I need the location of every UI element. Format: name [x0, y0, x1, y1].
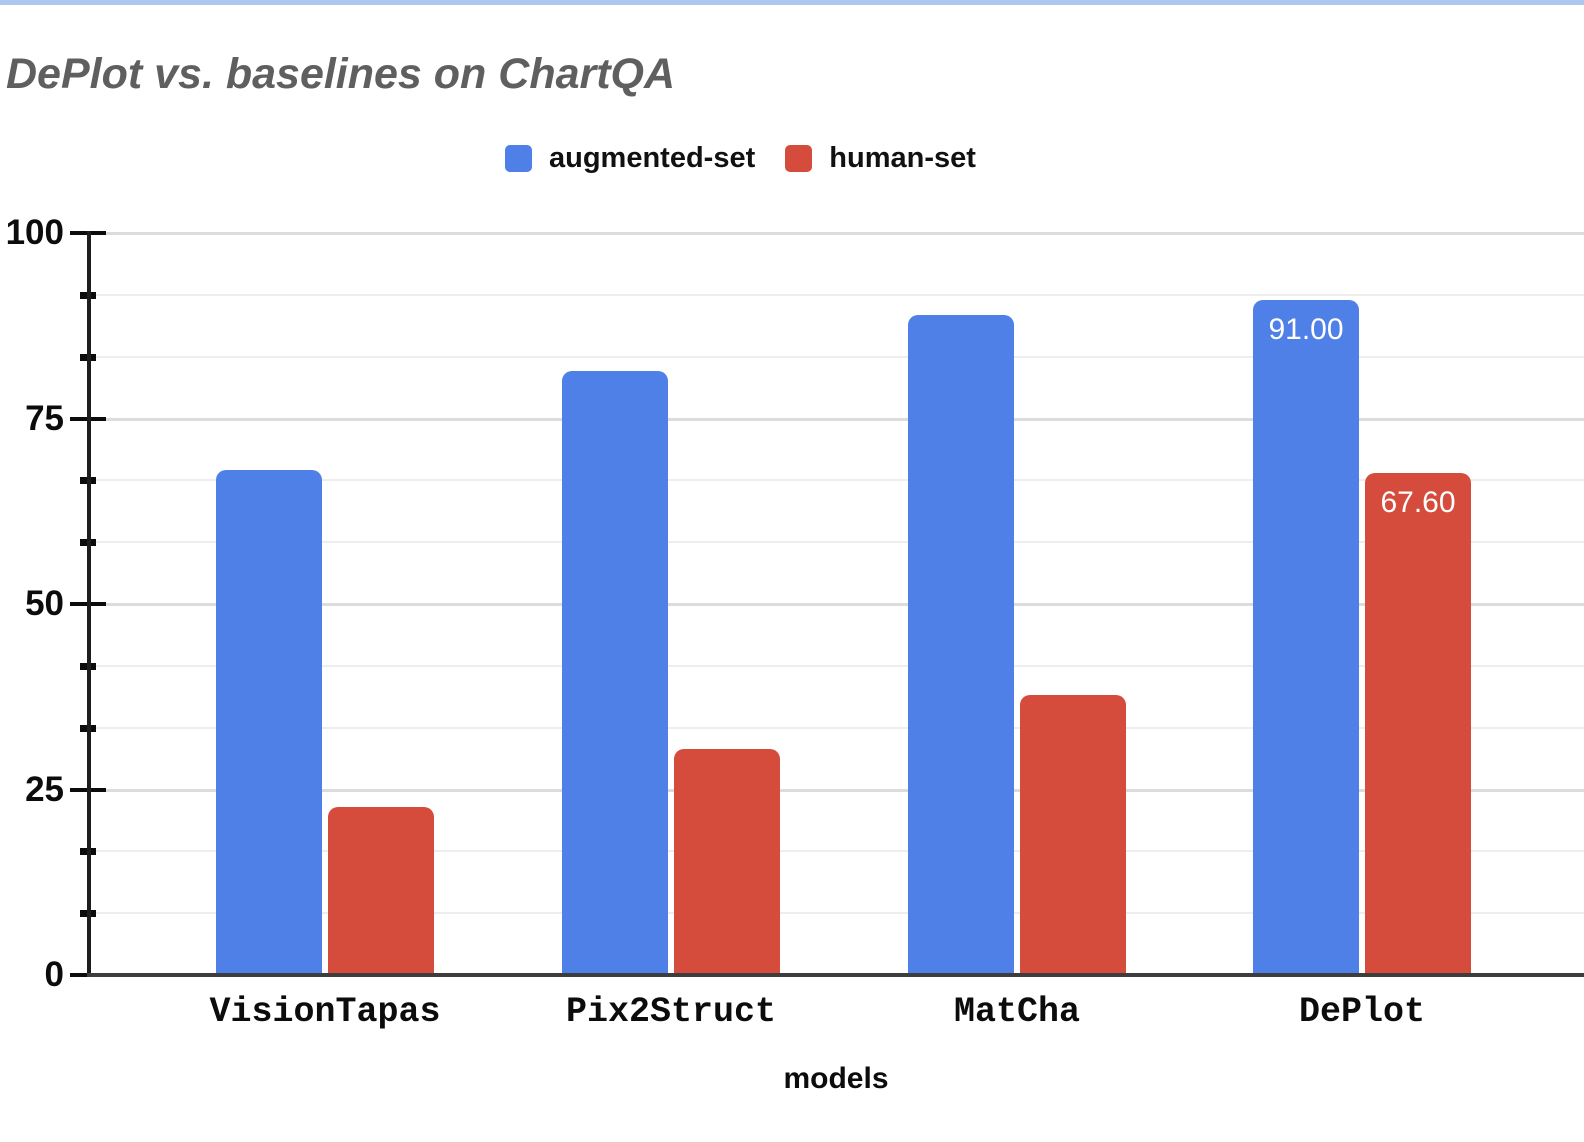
y-axis-tick-label: 25 [25, 769, 64, 809]
legend-item-augmented-set: augmented-set [505, 142, 755, 175]
chart-legend: augmented-set human-set [505, 142, 976, 175]
minor-gridline [90, 850, 1584, 853]
x-axis-category-label: DePlot [1298, 992, 1426, 1032]
major-gridline [90, 603, 1584, 606]
y-axis-tick-label: 100 [5, 213, 64, 252]
legend-label: augmented-set [549, 142, 756, 174]
x-axis-baseline [87, 973, 1584, 977]
legend-item-human-set: human-set [785, 142, 976, 175]
bar-augmented-set-Pix2Struct [562, 371, 668, 976]
x-axis-title: models [783, 1062, 889, 1095]
y-axis-tick-label: 75 [25, 398, 64, 438]
major-gridline [90, 232, 1584, 235]
bar-value-label: 91.00 [1268, 312, 1344, 346]
bar-value-label: 67.60 [1380, 486, 1456, 520]
y-axis-tick-label: 0 [44, 955, 64, 994]
x-axis-category-label: Pix2Struct [565, 992, 777, 1032]
legend-label: human-set [829, 142, 976, 174]
major-gridline [90, 788, 1584, 792]
bar-augmented-set-MatCha [908, 314, 1014, 976]
bar-augmented-set-DePlot [1253, 299, 1359, 976]
bar-human-set-Pix2Struct [674, 748, 780, 976]
x-axis-category-label: MatCha [953, 992, 1081, 1032]
bar-human-set-DePlot [1365, 473, 1471, 976]
minor-gridline [90, 664, 1584, 667]
minor-gridline [90, 479, 1584, 482]
major-gridline [90, 417, 1584, 421]
minor-gridline [90, 293, 1584, 296]
window-top-accent-bar [0, 0, 1584, 5]
y-axis-tick-label: 50 [25, 584, 64, 623]
bar-human-set-VisionTapas [328, 807, 434, 976]
minor-gridline [90, 912, 1584, 915]
legend-swatch-icon [505, 145, 532, 172]
minor-gridline [90, 355, 1584, 358]
x-axis-category-label: VisionTapas [209, 992, 441, 1032]
legend-swatch-icon [785, 145, 813, 172]
chart-title: DePlot vs. baselines on ChartQA [6, 50, 676, 98]
bar-augmented-set-VisionTapas [216, 470, 322, 976]
y-axis-line [87, 231, 91, 977]
minor-gridline [90, 726, 1584, 729]
minor-gridline [90, 541, 1584, 544]
bar-human-set-MatCha [1020, 694, 1126, 976]
